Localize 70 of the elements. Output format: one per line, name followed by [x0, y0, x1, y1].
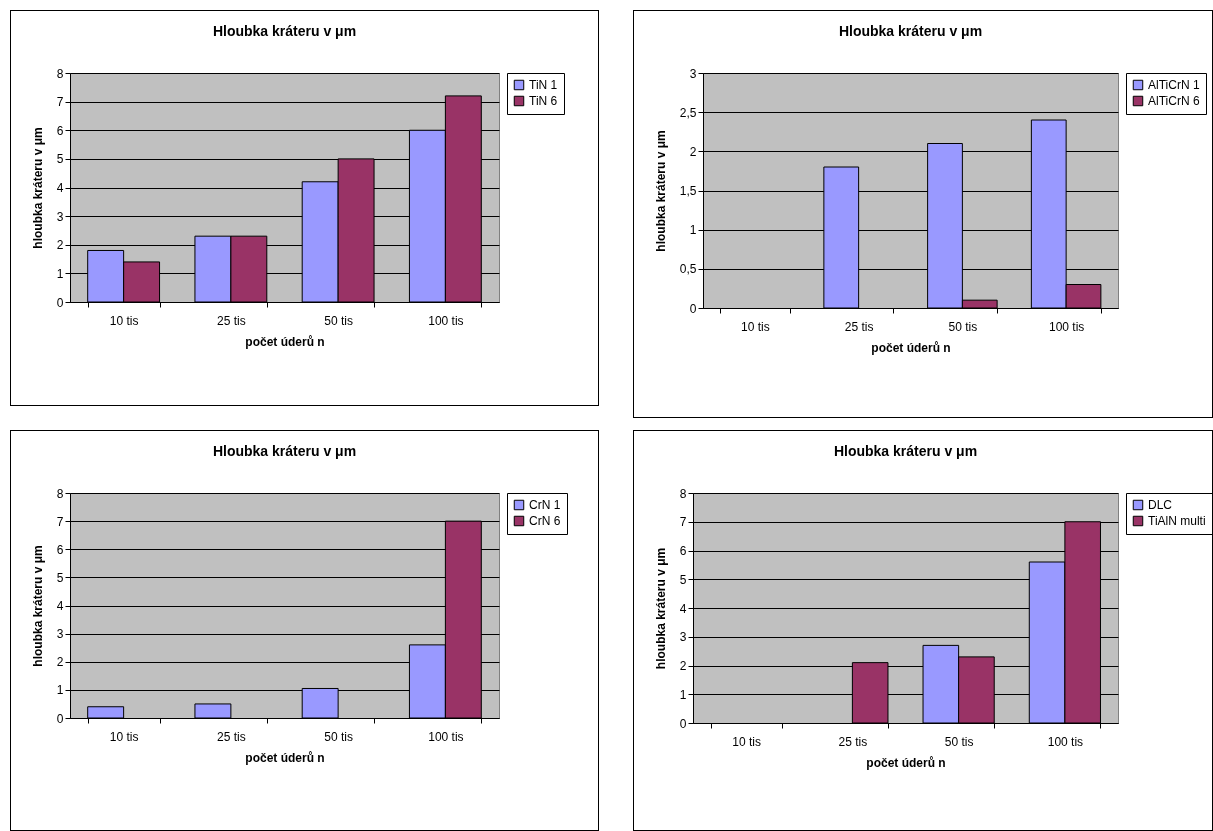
- y-tick-label: 4: [56, 181, 64, 195]
- chart-title: Hloubka kráteru v μm: [833, 443, 978, 459]
- x-tick-label: 25 tis: [844, 319, 874, 334]
- x-axis-title: počet úderů n: [245, 750, 325, 765]
- y-tick-label: 2: [679, 659, 687, 673]
- y-tick-label: 0: [689, 301, 697, 316]
- y-tick-label: 3: [56, 627, 64, 642]
- y-tick-label: 6: [679, 544, 687, 558]
- y-tick-label: 3: [679, 630, 687, 645]
- y-tick-label: 1: [679, 687, 687, 702]
- y-axis-title: hloubka kráteru v μm: [653, 547, 668, 670]
- x-axis-title: počet úderů n: [866, 755, 946, 770]
- legend-label: DLC: [1148, 498, 1173, 512]
- x-tick-label: 25 tis: [217, 729, 246, 744]
- legend-label: CrN 6: [529, 514, 561, 528]
- y-tick-label: 4: [679, 601, 687, 616]
- y-tick-label: 2: [689, 144, 697, 159]
- y-tick-label: 0: [679, 716, 687, 731]
- y-tick-label: 4: [56, 599, 64, 613]
- legend-label: TiN 6: [529, 94, 558, 108]
- y-tick-label: 6: [56, 123, 64, 138]
- y-tick-label: 2: [56, 655, 64, 670]
- x-tick-label: 100 tis: [1048, 319, 1085, 334]
- y-tick-label: 6: [56, 542, 64, 557]
- x-tick-label: 10 tis: [109, 729, 139, 744]
- chart-title: Hloubka kráteru v μm: [212, 23, 357, 39]
- x-tick-label: 100 tis: [1047, 734, 1084, 749]
- chart-title: Hloubka kráteru v μm: [212, 443, 357, 459]
- legend-label: TiAlN multi: [1148, 514, 1206, 528]
- y-tick-label: 7: [56, 514, 64, 529]
- x-tick-label: 10 tis: [732, 734, 761, 749]
- y-axis-title: hloubka kráteru v μm: [30, 545, 45, 667]
- x-tick-label: 100 tis: [428, 729, 464, 744]
- y-tick-label: 8: [56, 486, 64, 501]
- x-tick-label: 25 tis: [217, 313, 246, 328]
- legend-label: AlTiCrN 6: [1148, 94, 1200, 108]
- chart-title: Hloubka kráteru v μm: [838, 23, 983, 39]
- legend-label: TiN 1: [529, 78, 558, 92]
- y-tick-label: 2: [56, 238, 64, 253]
- x-tick-label: 25 tis: [838, 734, 868, 749]
- x-tick-label: 10 tis: [109, 313, 139, 328]
- y-tick-label: 5: [56, 570, 64, 585]
- y-tick-label: 8: [56, 66, 64, 81]
- y-tick-label: 1,5: [679, 184, 697, 198]
- x-tick-label: 50 tis: [324, 729, 353, 744]
- y-tick-label: 8: [679, 486, 687, 501]
- x-tick-label: 50 tis: [948, 319, 978, 334]
- y-tick-label: 1: [689, 223, 697, 238]
- x-axis-title: počet úderů n: [245, 334, 325, 349]
- y-tick-label: 0,5: [679, 262, 697, 277]
- y-tick-label: 7: [679, 515, 687, 530]
- y-axis-title: hloubka kráteru v μm: [30, 127, 45, 249]
- x-axis-title: počet úderů n: [871, 340, 951, 355]
- x-tick-label: 50 tis: [324, 313, 353, 328]
- x-tick-label: 50 tis: [944, 734, 974, 749]
- y-tick-label: 5: [56, 152, 64, 167]
- legend-label: AlTiCrN 1: [1148, 78, 1200, 92]
- y-tick-label: 1: [56, 266, 64, 281]
- y-tick-label: 7: [56, 95, 64, 110]
- y-tick-label: 3: [56, 209, 64, 224]
- y-tick-label: 1: [56, 683, 64, 698]
- x-tick-label: 100 tis: [428, 313, 464, 328]
- y-tick-label: 0: [56, 711, 64, 726]
- legend-label: CrN 1: [529, 498, 561, 512]
- x-tick-label: 10 tis: [741, 319, 770, 334]
- y-tick-label: 0: [56, 295, 64, 310]
- y-tick-label: 3: [689, 66, 697, 81]
- y-axis-title: hloubka kráteru v μm: [653, 130, 668, 252]
- y-tick-label: 5: [679, 572, 687, 587]
- y-tick-label: 2,5: [679, 105, 697, 120]
